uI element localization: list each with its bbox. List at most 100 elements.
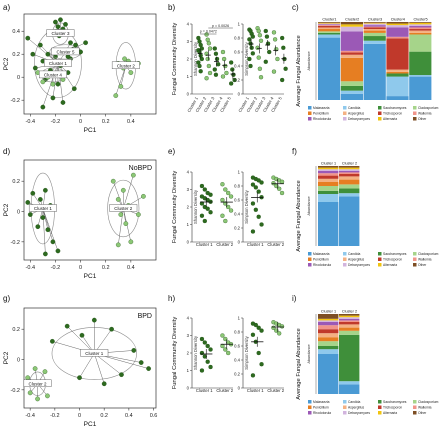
legend-swatch: [378, 257, 382, 261]
bar-segment: [339, 317, 360, 319]
y-tick-label: 1: [187, 368, 190, 373]
diversity-point: [223, 347, 228, 352]
diversity-point: [204, 76, 209, 81]
panel-letter: d): [3, 147, 10, 156]
bar-segment: [318, 322, 339, 326]
cluster-spoke: [123, 175, 134, 209]
diversity-point: [207, 46, 213, 51]
cluster-label-box: [51, 47, 80, 56]
bar-segment: [386, 69, 409, 72]
bar-segment: [339, 324, 360, 328]
diversity-point: [271, 30, 277, 35]
data-point: [146, 366, 151, 371]
panel-letter: b): [168, 3, 175, 12]
diversity-point: [258, 75, 264, 80]
data-point: [40, 79, 46, 85]
y-axis-label: Average Fungal Abundance: [296, 35, 302, 106]
data-point: [122, 56, 127, 62]
data-point: [113, 93, 119, 98]
diversity-point: [205, 343, 210, 349]
data-point: [40, 215, 46, 220]
diversity-point: [221, 56, 227, 62]
legend-swatch: [343, 117, 347, 121]
bar-segment: [409, 30, 432, 33]
legend-swatch: [378, 117, 382, 121]
bar-segment: [409, 29, 432, 31]
bar-segment: [340, 54, 363, 58]
y-tick-label: 1: [238, 316, 241, 321]
bar-segment: [339, 384, 360, 394]
diversity-point: [220, 182, 225, 187]
y-tick-label: 0: [17, 75, 20, 81]
bar-segment: [339, 188, 360, 194]
diversity-point: [253, 207, 258, 212]
abundance-plot-i: Average Fungal Abundance Abundance Cluster…: [296, 310, 439, 416]
category-label: Cluster 2: [216, 388, 233, 393]
diversity-point: [199, 201, 205, 206]
x-tick-label: 0: [78, 413, 81, 419]
legend-label: Aspergillus: [348, 112, 364, 116]
y-tick-label: 0: [17, 210, 20, 216]
data-point: [45, 393, 50, 399]
legend-label: Cladosporium: [418, 252, 439, 256]
bar-segment: [363, 32, 386, 37]
data-point: [68, 40, 73, 46]
data-point: [118, 84, 124, 89]
bar-segment: [339, 174, 360, 177]
legend-label: Penicillium: [313, 112, 329, 116]
y-axis-label: Average Fungal Abundance: [296, 328, 302, 399]
x-tick-label: -0.4: [26, 119, 35, 125]
legend-swatch: [378, 411, 382, 415]
bar-segment: [386, 27, 409, 37]
bar-segment: [409, 22, 432, 23]
pca-frame: [23, 159, 157, 261]
y-tick-label: 0: [238, 92, 241, 97]
bar-segment: [340, 81, 363, 86]
bar-segment: [318, 325, 339, 330]
subplot-y-label: Simpson Diversity: [244, 335, 249, 369]
data-point: [79, 332, 85, 338]
y-tick-label: 0.8: [234, 330, 240, 335]
cluster-label-box: [111, 61, 140, 69]
diversity-point: [199, 46, 204, 51]
legend-label: Other: [418, 263, 427, 267]
bar-segment: [409, 32, 432, 35]
bar-segment: [409, 75, 432, 77]
diversity-point: [277, 331, 282, 336]
bar-segment: [318, 29, 341, 32]
bar-segment: [318, 166, 339, 168]
bar-segment: [409, 25, 432, 28]
pca-frame: [23, 13, 157, 115]
bar-segment: [340, 24, 363, 27]
data-point: [30, 51, 36, 57]
bar-segment: [340, 52, 363, 55]
y-tick-label: 0: [17, 358, 20, 364]
data-point: [115, 197, 121, 202]
diversity-point: [228, 194, 234, 199]
diversity-point: [224, 70, 229, 76]
diversity-point: [223, 63, 228, 69]
data-point: [64, 323, 70, 329]
diversity-point: [279, 190, 285, 196]
diversity-point: [223, 336, 228, 342]
subplot-y-label: Shannon Diversity: [193, 335, 198, 370]
diversity-point: [199, 368, 205, 373]
bar-segment: [386, 22, 409, 24]
bar-segment: [318, 22, 341, 24]
legend-swatch: [378, 111, 382, 115]
diversity-point: [223, 218, 228, 224]
legend-swatch: [308, 111, 312, 115]
legend-swatch: [308, 257, 312, 261]
data-point: [37, 197, 43, 202]
y-tick-label: 1: [187, 74, 190, 79]
diversity-point: [281, 45, 286, 50]
diversity-point: [220, 74, 226, 79]
y-tick-label: 0.4: [234, 358, 240, 363]
diversity-point: [263, 59, 268, 64]
legend-label: Malassezia: [313, 252, 330, 256]
diversity-point: [271, 69, 277, 74]
data-point: [73, 42, 78, 48]
data-point: [120, 187, 126, 193]
x-tick-label: -0.4: [26, 265, 35, 271]
